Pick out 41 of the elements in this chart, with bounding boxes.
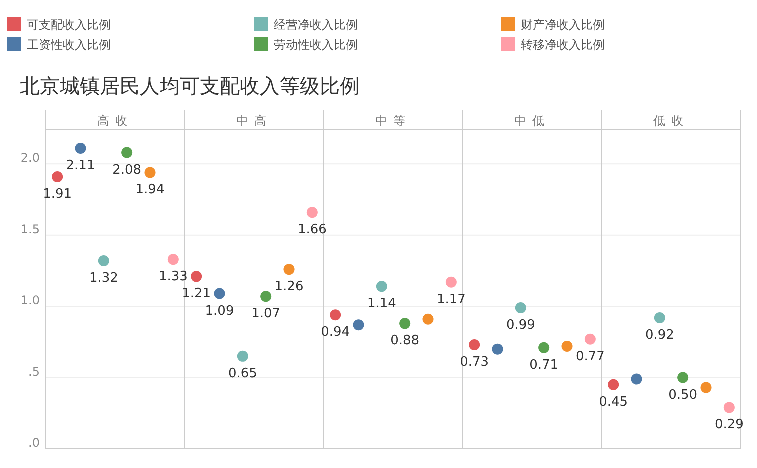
y-tick-label: 1.0 xyxy=(20,294,40,308)
data-label: 1.09 xyxy=(205,304,234,319)
chart-title: 北京城镇居民人均可支配收入等级比例 xyxy=(20,74,360,98)
data-label: 1.07 xyxy=(252,306,281,322)
data-label: 0.94 xyxy=(321,325,350,340)
data-label: 0.71 xyxy=(530,358,559,373)
data-label: 1.21 xyxy=(182,286,212,302)
data-label: 1.66 xyxy=(298,222,327,238)
x-tick-label: 中低 xyxy=(514,114,550,128)
legend-label: 可支配收入比例 xyxy=(27,18,111,32)
x-tick-label: 中高 xyxy=(236,114,272,128)
data-label: 0.50 xyxy=(668,388,698,403)
data-label: 0.45 xyxy=(599,394,628,410)
data-label: 0.65 xyxy=(228,366,258,382)
x-tick-label: 低收 xyxy=(654,114,690,128)
data-label: 0.73 xyxy=(460,355,490,370)
data-label: 0.29 xyxy=(714,418,744,433)
y-tick-label: 1.5 xyxy=(20,222,40,236)
data-label: 1.26 xyxy=(274,280,304,295)
legend-label: 转移净收入比例 xyxy=(521,38,605,52)
data-label: 1.33 xyxy=(158,270,188,285)
y-tick-label: .0 xyxy=(28,436,40,450)
legend-label: 经营净收入比例 xyxy=(274,18,358,32)
legend-label: 财产净收入比例 xyxy=(521,18,605,32)
x-tick-label: 中等 xyxy=(376,114,412,128)
y-tick-label: .5 xyxy=(28,364,40,379)
data-label: 1.17 xyxy=(436,292,466,308)
data-label: 0.77 xyxy=(576,349,605,364)
legend-label: 劳动性收入比例 xyxy=(274,38,358,52)
data-label: 1.14 xyxy=(367,296,396,312)
x-tick-label: 高收 xyxy=(98,114,134,128)
data-label: 2.11 xyxy=(66,158,96,174)
data-label: 1.91 xyxy=(43,186,72,202)
data-label: 0.92 xyxy=(645,328,674,343)
legend-label: 工资性收入比例 xyxy=(27,38,111,52)
data-label: 1.94 xyxy=(136,182,165,198)
data-label: 1.32 xyxy=(89,271,118,286)
data-label: 2.08 xyxy=(112,162,142,178)
y-tick-label: 2.0 xyxy=(20,151,40,166)
data-label: 0.88 xyxy=(390,334,420,349)
data-label: 0.99 xyxy=(506,318,536,334)
